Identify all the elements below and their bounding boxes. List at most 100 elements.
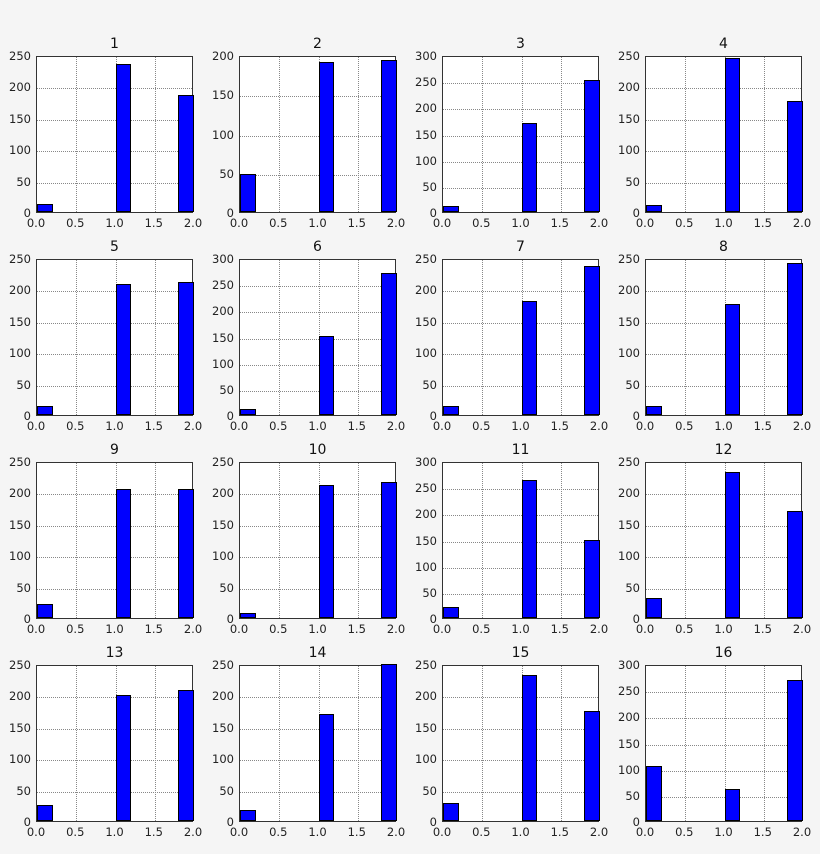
- x-tick-label: 1.5: [550, 419, 569, 433]
- histogram-bar: [584, 711, 600, 821]
- x-tick-label: 0.5: [675, 825, 694, 839]
- x-tick-label: 0.0: [26, 216, 46, 230]
- grid-line-horizontal: [240, 364, 395, 366]
- grid-line-vertical: [685, 260, 687, 415]
- histogram-bar: [584, 539, 600, 618]
- x-tick-label: 0.5: [472, 825, 491, 839]
- x-tick-label: 1.0: [511, 419, 530, 433]
- y-tick-label: 150: [618, 517, 640, 532]
- y-tick-label: 250: [618, 455, 640, 469]
- x-tick-label: 1.0: [714, 419, 733, 433]
- x-tick-label: 0.0: [432, 419, 452, 433]
- x-tick-label: 1.5: [550, 216, 569, 230]
- grid-line-horizontal: [443, 791, 598, 793]
- grid-line-horizontal: [240, 588, 395, 590]
- y-tick-label: 100: [618, 549, 640, 564]
- y-tick-label: 50: [16, 377, 31, 392]
- grid-line-horizontal: [646, 588, 801, 590]
- x-tick-label: 2.0: [183, 622, 203, 636]
- subplot-title: 13: [105, 645, 124, 661]
- x-tick-label: 1.0: [511, 622, 530, 636]
- grid-line-vertical: [357, 260, 359, 415]
- plot-area: [442, 462, 600, 619]
- x-tick-label: 1.0: [105, 825, 124, 839]
- x-tick-label: 0.5: [269, 825, 288, 839]
- grid-line-vertical: [279, 463, 281, 618]
- x-tick-label: 0.0: [635, 825, 655, 839]
- grid-line-horizontal: [240, 174, 395, 176]
- grid-line-horizontal: [37, 697, 192, 699]
- y-tick-label: 250: [9, 455, 31, 469]
- y-tick-label: 100: [618, 143, 640, 158]
- x-tick-label: 1.0: [308, 419, 327, 433]
- subplot-title: 12: [714, 442, 733, 458]
- grid-line-horizontal: [240, 525, 395, 527]
- histogram-bar: [787, 679, 803, 821]
- plot-area: [239, 462, 397, 619]
- grid-line-horizontal: [443, 322, 598, 324]
- grid-line-horizontal: [37, 525, 192, 527]
- grid-line-horizontal: [443, 541, 598, 543]
- x-tick-label: 0.0: [635, 622, 655, 636]
- x-tick-label: 1.0: [308, 216, 327, 230]
- x-tick-label: 1.5: [753, 622, 772, 636]
- grid-line-horizontal: [37, 728, 192, 730]
- y-tick-label: 50: [422, 585, 437, 600]
- grid-line-horizontal: [646, 119, 801, 121]
- grid-line-vertical: [763, 260, 765, 415]
- plot-area: [239, 56, 397, 213]
- x-tick-label: 0.0: [432, 216, 452, 230]
- subplot-title: 7: [516, 239, 525, 255]
- y-tick-label: 250: [9, 252, 31, 266]
- histogram-bar: [37, 604, 53, 618]
- histogram-bar: [584, 265, 600, 415]
- x-tick-label: 2.0: [386, 825, 406, 839]
- y-tick-label: 50: [625, 377, 640, 392]
- y-tick-label: 100: [9, 752, 31, 767]
- histogram-bar: [381, 272, 397, 415]
- y-tick-label: 50: [625, 174, 640, 189]
- y-tick-label: 100: [212, 549, 234, 564]
- grid-line-vertical: [482, 260, 484, 415]
- grid-line-vertical: [724, 666, 726, 821]
- x-tick-label: 2.0: [792, 622, 812, 636]
- subplot-title: 10: [308, 442, 327, 458]
- y-tick-label: 200: [415, 101, 437, 116]
- grid-line-horizontal: [443, 697, 598, 699]
- grid-line-horizontal: [37, 354, 192, 356]
- x-tick-label: 2.0: [589, 825, 609, 839]
- x-tick-label: 0.5: [269, 419, 288, 433]
- x-tick-label: 2.0: [792, 419, 812, 433]
- x-tick-label: 1.0: [308, 622, 327, 636]
- y-tick-label: 250: [618, 49, 640, 63]
- y-tick-label: 150: [9, 517, 31, 532]
- grid-line-horizontal: [37, 88, 192, 90]
- y-tick-label: 200: [415, 507, 437, 522]
- x-tick-label: 1.0: [714, 622, 733, 636]
- x-tick-label: 0.5: [66, 419, 85, 433]
- grid-line-horizontal: [240, 728, 395, 730]
- grid-line-horizontal: [37, 119, 192, 121]
- grid-line-horizontal: [646, 557, 801, 559]
- x-tick-label: 0.0: [26, 622, 46, 636]
- grid-line-vertical: [482, 666, 484, 821]
- y-tick-label: 0: [23, 612, 31, 626]
- grid-line-horizontal: [646, 494, 801, 496]
- y-tick-label: 50: [422, 179, 437, 194]
- y-tick-label: 300: [415, 455, 437, 469]
- y-tick-label: 50: [16, 783, 31, 798]
- subplot-4: 4 0 50 100 150 200 250 0.0 0.5 1.0 1.5 2.0: [618, 36, 811, 230]
- histogram-bar: [521, 674, 538, 821]
- grid-line-horizontal: [37, 182, 192, 184]
- grid-line-vertical: [685, 463, 687, 618]
- plot-area: [645, 259, 803, 416]
- y-tick-label: 200: [9, 486, 31, 501]
- x-tick-label: 2.0: [183, 419, 203, 433]
- x-tick-label: 1.0: [308, 825, 327, 839]
- grid-line-horizontal: [37, 385, 192, 387]
- grid-line-vertical: [279, 666, 281, 821]
- y-tick-label: 250: [9, 49, 31, 63]
- grid-line-horizontal: [443, 187, 598, 189]
- grid-line-horizontal: [443, 489, 598, 491]
- subplot-15: 15 0 50 100 150 200 250 0.0 0.5 1.0 1.5 2.0: [415, 645, 608, 839]
